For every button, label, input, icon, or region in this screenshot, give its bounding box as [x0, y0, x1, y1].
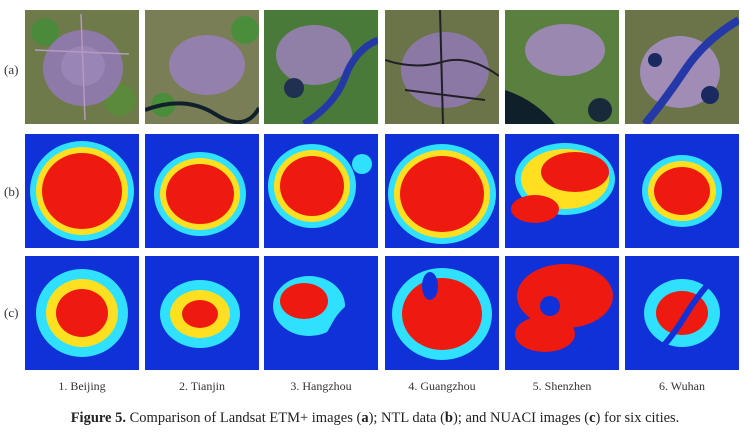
city-label-tianjin: 2. Tianjin — [178, 379, 226, 393]
landsat-image-wuhan — [625, 10, 739, 124]
city-label-wuhan: 6. Wuhan — [659, 379, 705, 393]
caption-text-2: ); NTL data ( — [368, 410, 445, 426]
ntl-image-wuhan — [625, 134, 739, 248]
ntl-image-guangzhou — [385, 134, 499, 248]
row-label-a: (a) — [4, 62, 19, 77]
ntl-image-hangzhou — [264, 134, 378, 248]
city-label-hangzhou: 3. Hangzhou — [290, 379, 352, 393]
ntl-image-tianjin — [145, 134, 259, 248]
nuaci-image-shenzhen — [505, 256, 619, 370]
city-label-guangzhou: 4. Guangzhou — [408, 379, 476, 393]
ntl-image-beijing — [25, 134, 139, 248]
nuaci-image-beijing — [25, 256, 139, 370]
nuaci-image-guangzhou — [385, 256, 499, 370]
nuaci-image-hangzhou — [264, 256, 378, 370]
caption-ref-b: b — [444, 410, 453, 426]
nuaci-image-tianjin — [145, 256, 259, 370]
landsat-image-guangzhou — [385, 10, 499, 124]
figure-caption: Figure 5. Comparison of Landsat ETM+ ima… — [0, 410, 750, 427]
caption-ref-c: c — [589, 410, 596, 426]
figure-label: Figure 5. — [70, 410, 126, 426]
caption-ref-a: a — [361, 410, 369, 426]
landsat-image-tianjin — [145, 10, 259, 124]
city-label-beijing: 1. Beijing — [58, 379, 106, 393]
nuaci-image-wuhan — [625, 256, 739, 370]
row-label-c: (c) — [4, 305, 19, 320]
landsat-image-shenzhen — [505, 10, 619, 124]
landsat-image-hangzhou — [264, 10, 378, 124]
caption-text-1: Comparison of Landsat ETM+ images ( — [126, 410, 362, 426]
caption-text-4: ) for six cities. — [595, 410, 680, 426]
ntl-image-shenzhen — [505, 134, 619, 248]
row-label-b: (b) — [4, 184, 20, 199]
landsat-image-beijing — [25, 10, 139, 124]
caption-text-3: ); and NUACI images ( — [453, 410, 590, 426]
city-label-shenzhen: 5. Shenzhen — [532, 379, 592, 393]
